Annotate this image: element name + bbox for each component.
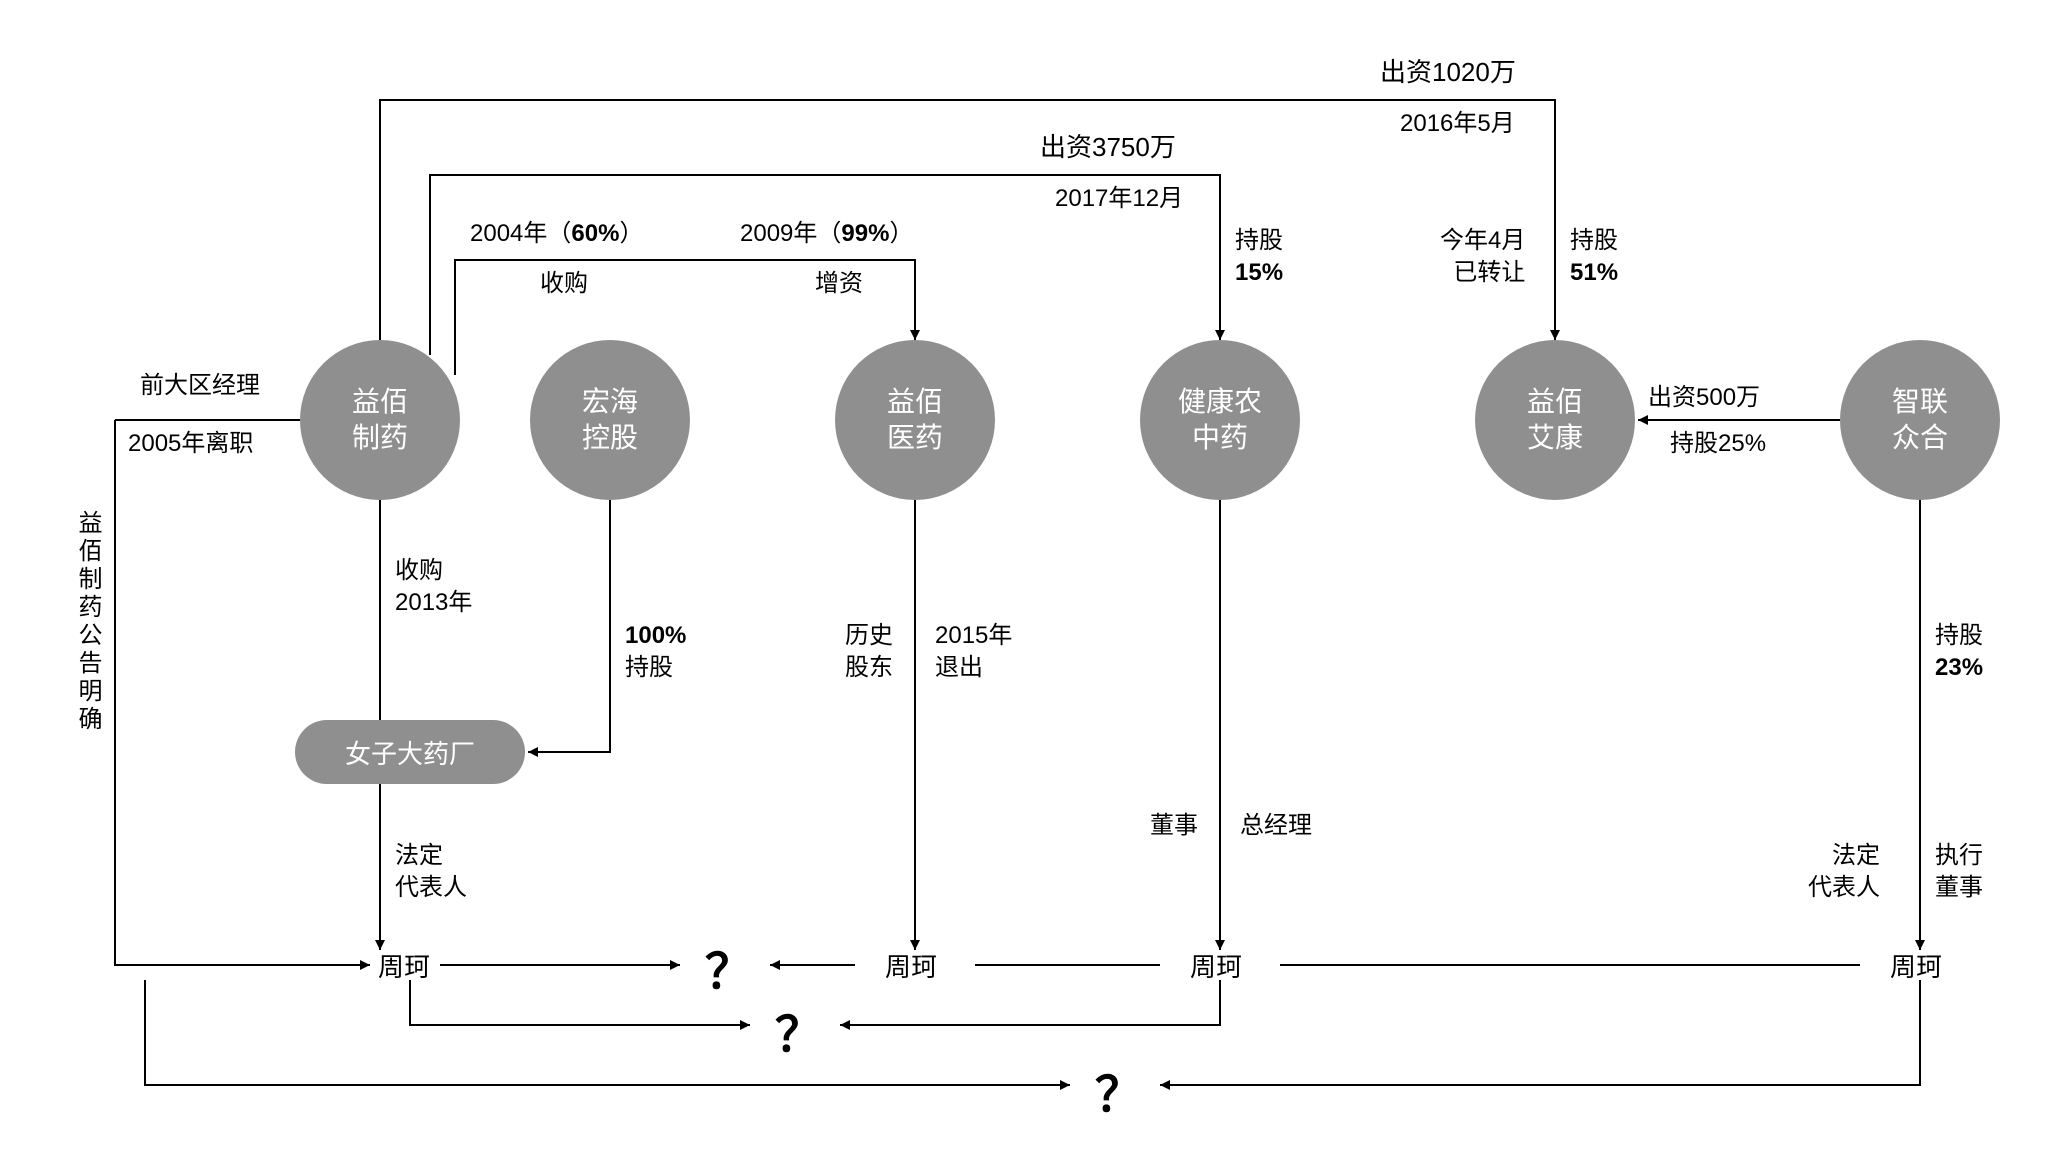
qmark-3: ？ [1095,1055,1143,1125]
label-top-mid-date: 2017年12月 [1055,183,1183,215]
node-label: 艾康 [1527,422,1583,453]
label-stake15: 持股15% [1235,225,1283,290]
person-3: 周珂 [1190,950,1242,985]
node-label: 控股 [582,422,638,453]
qmark-2: ？ [775,995,823,1065]
pill-label: 女子大药厂 [345,734,475,771]
node-label: 健康农 [1178,386,1262,417]
label-2009: 2009年（99%） [740,218,913,250]
node-jiankangnong: 健康农中药 [1140,340,1300,500]
label-yy-right: 2015年退出 [935,620,1012,685]
label-top-right-date: 2016年5月 [1400,108,1515,140]
label-left-year: 2005年离职 [128,428,253,460]
pill-nvzi: 女子大药厂 [295,720,525,784]
label-yy-left: 历史股东 [845,620,893,685]
label-hh: 100%持股 [625,620,686,685]
label-top-mid-amount: 出资3750万 [1040,130,1176,165]
label-2009-action: 增资 [815,268,863,300]
label-stake51: 持股51% [1570,225,1618,290]
label-acq: 收购2013年 [395,555,472,620]
label-top-right-amount: 出资1020万 [1380,55,1516,90]
label-2004-action: 收购 [540,268,588,300]
node-label: 益佰 [352,386,408,417]
edges-layer [0,0,2071,1171]
person-4: 周珂 [1890,950,1942,985]
label-zl-amount: 出资500万 [1648,382,1760,414]
node-label: 益佰 [887,386,943,417]
label-zl-left: 法定代表人 [1808,840,1880,905]
label-legal-rep: 法定代表人 [395,840,467,905]
node-label: 中药 [1192,422,1248,453]
node-label: 制药 [352,422,408,453]
person-2: 周珂 [885,950,937,985]
label-zl-stake-down: 持股23% [1935,620,1983,685]
label-vertical: 益佰制药公告明确 [70,510,105,734]
label-zl-right: 执行董事 [1935,840,1983,905]
node-yibai-zhiyao: 益佰制药 [300,340,460,500]
label-zl-stake: 持股25% [1670,428,1766,460]
label-transferred: 今年4月已转让 [1440,225,1525,290]
node-label: 医药 [887,422,943,453]
node-label: 益佰 [1527,386,1583,417]
label-jk-right: 总经理 [1240,810,1312,842]
label-2004: 2004年（60%） [470,218,643,250]
node-yibai-yiyao: 益佰医药 [835,340,995,500]
node-zhilian: 智联众合 [1840,340,2000,500]
node-label: 智联 [1892,386,1948,417]
label-left-role: 前大区经理 [140,370,260,402]
node-label: 众合 [1892,422,1948,453]
node-label: 宏海 [582,386,638,417]
person-1: 周珂 [378,950,430,985]
node-yibai-aikang: 益佰艾康 [1475,340,1635,500]
label-jk-left: 董事 [1150,810,1198,842]
node-honghai: 宏海控股 [530,340,690,500]
qmark-1: ？ [705,932,753,1002]
